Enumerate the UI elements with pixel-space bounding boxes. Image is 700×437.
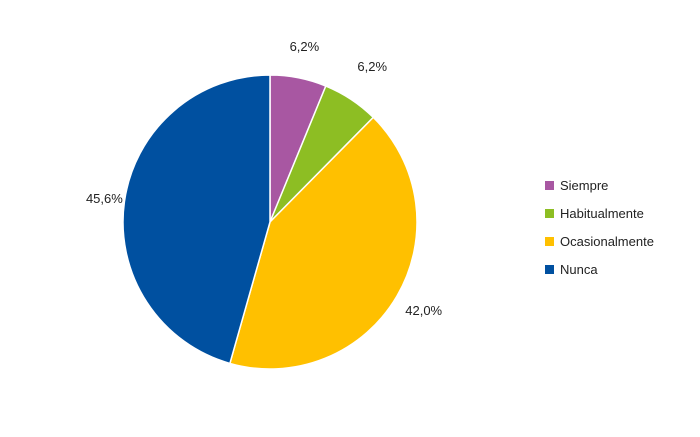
chart-legend: Siempre Habitualmente Ocasionalmente Nunca — [545, 171, 695, 283]
pie-data-labels: 6,2% 6,2% 42,0% 45,6% — [86, 39, 443, 318]
legend-item-habitualmente: Habitualmente — [545, 199, 695, 227]
legend-item-nunca: Nunca — [545, 255, 695, 283]
pie-slice-nunca — [122, 74, 271, 365]
legend-item-ocasionalmente: Ocasionalmente — [545, 227, 695, 255]
legend-swatch — [545, 236, 554, 246]
data-label-habitualmente: 6,2% — [357, 59, 387, 74]
data-label-siempre: 6,2% — [290, 39, 320, 54]
legend-label: Nunca — [560, 261, 598, 277]
legend-item-siempre: Siempre — [545, 171, 695, 199]
legend-swatch — [545, 180, 554, 190]
legend-swatch — [545, 208, 554, 218]
pie-slices — [122, 74, 418, 370]
legend-swatch — [545, 264, 554, 274]
pie-slice-ocasionalmente — [229, 116, 418, 370]
legend-label: Ocasionalmente — [560, 233, 654, 249]
legend-label: Habitualmente — [560, 205, 644, 221]
data-label-ocasionalmente: 42,0% — [405, 303, 442, 318]
legend-label: Siempre — [560, 177, 609, 193]
data-label-nunca: 45,6% — [86, 191, 123, 206]
